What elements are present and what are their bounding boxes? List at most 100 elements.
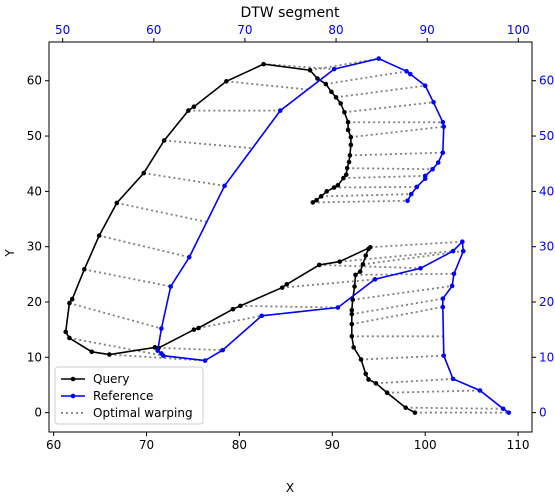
query-point xyxy=(307,67,313,73)
top-tick-label: 90 xyxy=(420,23,435,37)
reference-point xyxy=(408,71,413,77)
y-axis-label: Y xyxy=(3,249,17,258)
warping-link-31 xyxy=(335,84,426,99)
warping-link-3 xyxy=(375,377,454,385)
query-point xyxy=(318,194,324,199)
query-point xyxy=(329,89,334,95)
query-point xyxy=(403,405,408,410)
query-point xyxy=(353,272,358,278)
reference-point xyxy=(418,265,423,271)
legend-marker-0 xyxy=(70,376,76,382)
series-group xyxy=(63,56,512,415)
reference-point xyxy=(335,305,341,310)
warping-link-35 xyxy=(349,151,443,157)
reference-point xyxy=(450,248,456,254)
query-point xyxy=(358,357,364,362)
reference-point xyxy=(404,69,409,74)
query-point xyxy=(141,170,147,176)
reference-point xyxy=(202,358,208,363)
warping-link-36 xyxy=(347,167,433,171)
y-tick-label: 10 xyxy=(27,350,42,364)
y-tick-label: 0 xyxy=(34,406,42,420)
reference-point xyxy=(451,271,457,277)
y-tick-label: 40 xyxy=(27,184,42,198)
reference-point xyxy=(430,166,435,172)
warping-link-8 xyxy=(352,285,453,301)
reference-point xyxy=(372,277,378,282)
chart-title: DTW segment xyxy=(240,5,340,21)
warping-link-20 xyxy=(69,302,162,330)
reference-point xyxy=(220,347,225,353)
warping-link-2 xyxy=(387,389,481,394)
warping-link-39 xyxy=(321,193,412,198)
reference-point xyxy=(277,108,283,113)
query-point xyxy=(335,182,341,188)
query-point xyxy=(63,329,69,335)
query-point xyxy=(346,159,352,165)
query-point xyxy=(337,259,343,264)
legend-label-1: Reference xyxy=(93,389,153,403)
reference-point xyxy=(435,160,441,165)
query-point xyxy=(360,262,366,267)
query-point xyxy=(310,200,316,205)
right-tick-label: 60 xyxy=(539,74,554,88)
x-tick-label: 100 xyxy=(414,438,437,452)
reference-point xyxy=(506,410,512,415)
reference-line xyxy=(156,57,510,414)
warping-link-21 xyxy=(84,268,171,288)
query-point xyxy=(67,335,72,341)
query-point xyxy=(316,262,322,268)
warping-link-16 xyxy=(198,314,262,329)
query-point xyxy=(412,410,418,415)
warping-link-13 xyxy=(319,264,421,270)
reference-point xyxy=(405,198,410,204)
warping-link-1 xyxy=(405,406,504,410)
warping-link-22 xyxy=(98,234,190,259)
reference-point xyxy=(449,283,455,289)
right-tick-label: 20 xyxy=(539,295,554,309)
query-point xyxy=(324,189,330,194)
query-point xyxy=(363,371,369,377)
right-tick-label: 30 xyxy=(539,240,554,254)
query-point xyxy=(81,267,87,272)
warping-link-38 xyxy=(334,186,417,189)
warping-link-30 xyxy=(325,70,407,85)
reference-point xyxy=(422,83,428,89)
reference-point xyxy=(460,248,466,254)
query-point xyxy=(323,81,329,87)
query-point xyxy=(344,165,350,171)
warping-links xyxy=(69,57,509,414)
warping-link-40 xyxy=(312,199,408,204)
query-point xyxy=(384,390,390,396)
reference-point xyxy=(414,184,420,190)
query-point xyxy=(191,327,197,332)
query-point xyxy=(230,306,236,312)
query-point xyxy=(352,284,357,289)
reference-point xyxy=(460,239,465,245)
warping-link-7 xyxy=(351,297,443,316)
warping-link-9 xyxy=(355,272,454,276)
warping-link-25 xyxy=(164,139,253,150)
query-point xyxy=(343,172,349,178)
query-point xyxy=(191,104,197,110)
query-point xyxy=(345,127,351,133)
warping-link-15 xyxy=(240,304,338,309)
x-tick-label: 70 xyxy=(139,438,154,452)
warping-link-24 xyxy=(143,172,225,187)
legend: Query Reference Optimal warping xyxy=(54,366,204,425)
warping-link-11 xyxy=(370,240,463,249)
query-point xyxy=(366,377,371,382)
right-tick-label: 50 xyxy=(539,129,554,143)
reference-point xyxy=(441,124,447,129)
reference-point xyxy=(431,99,436,105)
legend-label-2: Optimal warping xyxy=(93,406,193,420)
right-tick-label: 0 xyxy=(539,406,547,420)
warping-link-17 xyxy=(158,347,223,352)
top-tick-label: 100 xyxy=(507,23,530,37)
query-point xyxy=(351,345,356,350)
reference-point xyxy=(222,183,227,189)
top-tick-label: 60 xyxy=(146,23,161,37)
query-point xyxy=(357,269,363,274)
reference-point xyxy=(441,353,447,358)
